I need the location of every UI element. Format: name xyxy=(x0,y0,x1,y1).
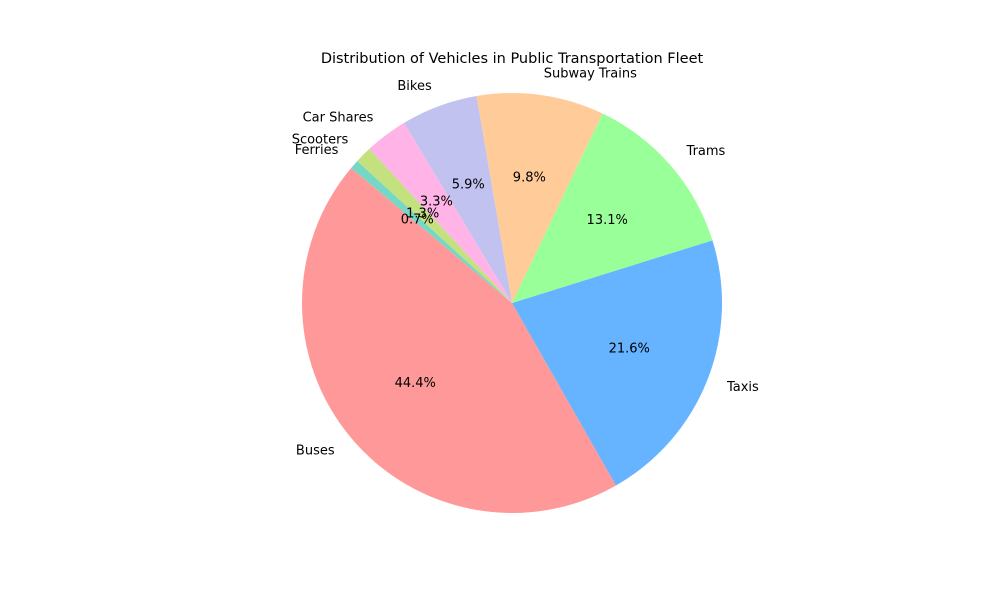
label-taxis: Taxis xyxy=(726,380,759,395)
label-scooters: Scooters xyxy=(292,133,349,148)
percent-bikes: 5.9% xyxy=(452,177,485,192)
slice-scooters xyxy=(357,148,512,303)
slice-subway-trains xyxy=(476,93,603,303)
slice-taxis xyxy=(512,240,722,486)
label-subway-trains: Subway Trains xyxy=(544,67,637,82)
slice-ferries xyxy=(351,161,512,303)
pie-slices xyxy=(302,93,722,513)
slice-buses xyxy=(302,168,616,513)
percent-taxis: 21.6% xyxy=(609,342,650,357)
percent-labels: 44.4% 21.6% 13.1% 9.8% 5.9% 3.3%1.3%0.7% xyxy=(395,171,650,392)
label-car-shares: Car Shares xyxy=(303,111,374,126)
percent-buses: 44.4% xyxy=(395,376,436,391)
percent-trams: 13.1% xyxy=(587,213,628,228)
percent-ferries: 0.7% xyxy=(401,212,434,227)
category-labels: Buses Taxis Trams Subway Trains Bikes Car Sha… xyxy=(292,67,759,459)
percent-subway-trains: 9.8% xyxy=(513,171,546,186)
label-trams: Trams xyxy=(686,144,726,159)
percent-car-shares: 3.3% xyxy=(420,195,453,210)
slice-car-shares xyxy=(369,122,512,303)
label-buses: Buses xyxy=(296,443,335,458)
slice-trams xyxy=(512,113,713,303)
slice-bikes xyxy=(404,96,512,304)
label-ferries: Ferries xyxy=(295,143,339,158)
percent-scooters: 1.3% xyxy=(406,207,439,222)
label-bikes: Bikes xyxy=(397,79,432,94)
chart-title: Distribution of Vehicles in Public Trans… xyxy=(321,51,704,67)
